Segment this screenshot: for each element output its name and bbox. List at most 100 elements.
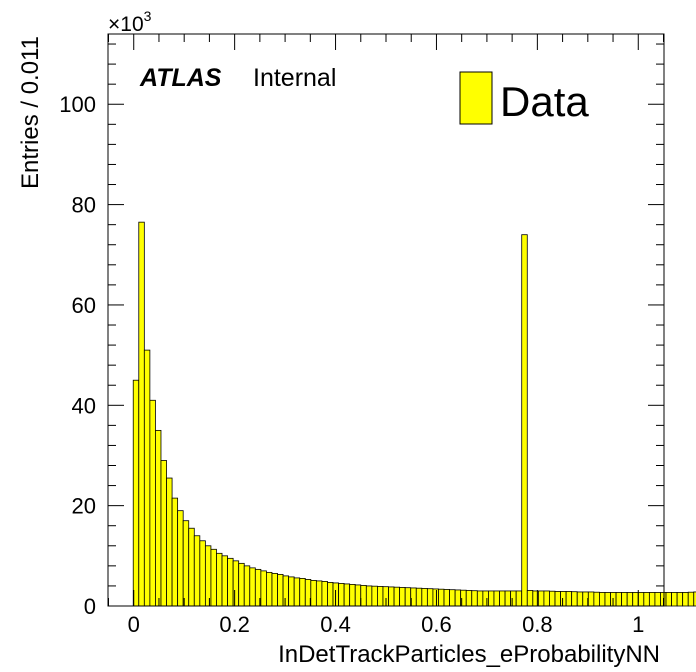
legend-label: Data [500, 78, 589, 125]
histogram-bin [615, 592, 623, 607]
histogram-bin [476, 590, 484, 607]
histogram-bin [515, 590, 523, 607]
histogram-bin [576, 591, 584, 607]
histogram-bin [621, 592, 628, 607]
histogram-bin [537, 590, 545, 607]
histogram-bin [643, 592, 650, 607]
histogram-bin [438, 588, 445, 607]
histogram-bin [682, 592, 689, 607]
histogram-bin [687, 591, 695, 607]
x-tick-label: 0.8 [522, 612, 553, 637]
histogram-bin [637, 592, 645, 607]
y-axis-title: Entries / 0.011 [17, 36, 44, 189]
axis-tick-labels: 0 0.2 0.4 0.6 0.8 1 0 20 40 60 80 100 [59, 92, 644, 637]
histogram-bin [360, 585, 367, 607]
histogram-bin [521, 234, 528, 607]
y-multiplier: ×103 [108, 8, 152, 36]
histogram-bin [454, 589, 462, 607]
histogram-bin [299, 578, 306, 607]
y-tick-label: 40 [72, 393, 96, 418]
y-tick-label: 60 [72, 293, 96, 318]
histogram-bin [338, 583, 345, 607]
histogram-bin [354, 584, 362, 607]
histogram-bin [399, 587, 406, 607]
histogram-bin [388, 586, 395, 607]
histogram-bin [227, 557, 234, 607]
y-tick-label: 80 [72, 193, 96, 218]
histogram-bin [199, 540, 206, 607]
histogram-bin [693, 591, 696, 607]
internal-label: Internal [253, 64, 336, 92]
x-tick-label: 1 [632, 612, 644, 637]
histogram-bin [671, 592, 678, 607]
x-tick-label: 0 [128, 612, 140, 637]
histogram-bin [182, 520, 190, 607]
histogram-bin [232, 560, 240, 607]
histogram-bin [471, 590, 478, 607]
histogram-bin [443, 589, 450, 607]
y-tick-label: 100 [59, 92, 96, 117]
legend-swatch [459, 71, 493, 125]
histogram-bin [654, 592, 661, 607]
histogram-bin [632, 592, 639, 607]
histogram-bin [432, 588, 439, 607]
histogram-bin [349, 584, 356, 607]
histogram-bin [404, 587, 412, 607]
histogram-bin [393, 586, 401, 607]
histogram-bin [149, 399, 156, 607]
histogram-bin [282, 575, 290, 607]
histogram-bin [549, 590, 556, 607]
histogram-bin [260, 570, 267, 607]
histogram-bin [587, 591, 595, 607]
histogram-bin [321, 581, 328, 607]
histogram-bin [371, 585, 378, 607]
histogram-bin [210, 548, 217, 607]
histogram-bin [377, 586, 384, 607]
histogram-bin [648, 592, 656, 607]
histogram-bin [310, 580, 317, 607]
histogram-bin [243, 565, 251, 607]
x-axis-title: InDetTrackParticles_eProbabilityNN [278, 641, 660, 668]
histogram-bin [604, 592, 611, 607]
histogram-bin [193, 535, 201, 607]
histogram-bin [449, 589, 456, 607]
histogram-bin [238, 562, 245, 607]
x-tick-label: 0.2 [219, 612, 250, 637]
atlas-label: ATLAS [139, 64, 222, 92]
histogram-bin [421, 588, 428, 607]
histogram-bin [665, 592, 672, 607]
histogram-bin [488, 590, 495, 607]
histogram-bin [216, 552, 223, 607]
histogram-bin [560, 591, 567, 607]
histogram-bin [221, 555, 228, 607]
histogram-bin [426, 588, 434, 607]
histogram-bin [510, 590, 517, 607]
histogram-bin [676, 592, 684, 607]
histogram-bin [315, 580, 323, 607]
x-tick-label: 0.4 [320, 612, 351, 637]
histogram-bin [204, 545, 212, 607]
histogram-bin [166, 477, 173, 607]
histogram-bin [143, 349, 151, 607]
histogram-bin [626, 592, 634, 607]
histogram-bin [499, 590, 506, 607]
histogram-bin [277, 573, 284, 607]
histogram-bin [155, 429, 162, 607]
y-tick-label: 0 [84, 594, 96, 619]
histogram-bin [526, 590, 534, 607]
histogram-bin [493, 590, 500, 607]
histogram-bin [177, 510, 184, 607]
histogram-bin [138, 221, 145, 607]
x-tick-label: 0.6 [421, 612, 452, 637]
histogram-bin [599, 592, 606, 607]
histogram-bin [565, 591, 573, 607]
axis-ticks [108, 34, 664, 607]
histogram-bin [593, 591, 600, 607]
histogram-bin [504, 590, 512, 607]
histogram-bin [160, 460, 167, 607]
histogram-bin [365, 585, 373, 607]
histogram-bin [266, 571, 273, 607]
histogram-bin [327, 582, 334, 607]
histogram-bin [188, 527, 195, 607]
